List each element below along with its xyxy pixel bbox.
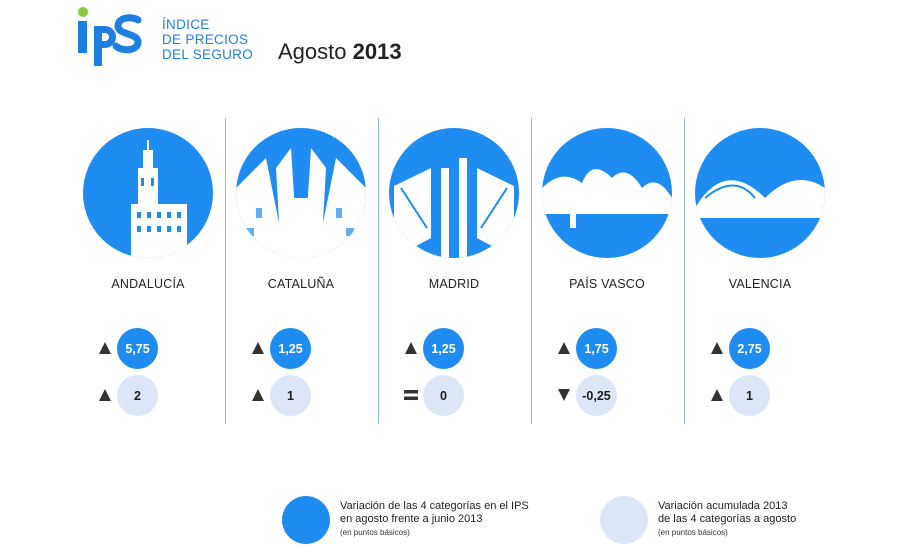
- accumulated-variation-badge: 2: [117, 375, 158, 416]
- triangle-up-icon: [558, 342, 570, 354]
- ips-variation-row: 1,75: [532, 328, 682, 369]
- triangle-up-icon: [99, 342, 111, 354]
- region-andalucia: ANDALUCÍA 5,75 2: [73, 128, 223, 428]
- legend-line-1: Variación de las 4 categorías en el IPS: [340, 500, 529, 512]
- legend-note: (en puntos básicos): [658, 528, 728, 537]
- accumulated-variation-badge: 0: [423, 375, 464, 416]
- ips-variation-row: 1,25: [379, 328, 529, 369]
- brand-name: ÍNDICE DE PRECIOS DEL SEGURO: [162, 17, 253, 62]
- region-name: MADRID: [428, 277, 480, 291]
- triangle-up-icon: [252, 389, 264, 401]
- accumulated-variation-badge: -0,25: [576, 375, 617, 416]
- ips-variation-row: 5,75: [73, 328, 223, 369]
- ips-variation-badge: 2,75: [729, 328, 770, 369]
- tower-image: [83, 128, 213, 258]
- legend-text: Variación acumulada 2013 de las 4 catego…: [658, 500, 898, 539]
- accumulated-variation-row: 0: [379, 375, 529, 416]
- equal-icon: [404, 390, 418, 400]
- legend-accumulated-variation: Variación acumulada 2013 de las 4 catego…: [600, 496, 890, 548]
- triangle-up-icon: [711, 389, 723, 401]
- accumulated-variation-badge: 1: [270, 375, 311, 416]
- period-year: 2013: [352, 39, 402, 64]
- brand-line-1: ÍNDICE: [162, 17, 210, 32]
- column-divider: [684, 118, 685, 424]
- ips-variation-badge: 1,25: [423, 328, 464, 369]
- triangle-up-icon: [99, 389, 111, 401]
- ips-variation-badge: 5,75: [117, 328, 158, 369]
- ips-variation-row: 1,25: [226, 328, 376, 369]
- accumulated-variation-row: 1: [685, 375, 835, 416]
- ips-logo: [78, 7, 142, 66]
- legend-line-1: Variación acumulada 2013: [658, 500, 788, 512]
- legend-ips-variation: Variación de las 4 categorías en el IPS …: [282, 496, 582, 548]
- accumulated-variation-row: -0,25: [532, 375, 682, 416]
- column-divider: [378, 118, 379, 424]
- region-name: CATALUÑA: [267, 277, 335, 291]
- region-madrid: MADRID 1,25 0: [379, 128, 529, 428]
- triangle-up-icon: [252, 342, 264, 354]
- triangle-down-icon: [558, 389, 570, 401]
- brand-line-3: DEL SEGURO: [162, 47, 254, 62]
- region-name: PAÍS VASCO: [569, 277, 645, 291]
- legend-dark-dot: [282, 496, 330, 544]
- cathedral-image: [236, 128, 366, 258]
- legend-light-dot: [600, 496, 648, 544]
- region-pais-vasco: PAÍS VASCO 1,75 -0,25: [532, 128, 682, 428]
- period-title: Agosto 2013: [278, 39, 402, 65]
- region-valencia: VALENCIA 2,75 1: [685, 128, 835, 428]
- ips-variation-badge: 1,75: [576, 328, 617, 369]
- triangle-up-icon: [711, 342, 723, 354]
- region-name: ANDALUCÍA: [111, 277, 185, 291]
- region-name: VALENCIA: [728, 277, 792, 291]
- column-divider: [225, 118, 226, 424]
- ips-variation-row: 2,75: [685, 328, 835, 369]
- accumulated-variation-row: 2: [73, 375, 223, 416]
- triangle-up-icon: [405, 342, 417, 354]
- region-cataluna: CATALUÑA 1,25 1: [226, 128, 376, 428]
- header: ÍNDICE DE PRECIOS DEL SEGURO Agosto 2013: [72, 4, 492, 74]
- legend-line-2: en agosto frente a junio 2013: [340, 513, 483, 525]
- legend-text: Variación de las 4 categorías en el IPS …: [340, 500, 580, 539]
- museum-image: [542, 128, 672, 258]
- accumulated-variation-row: 1: [226, 375, 376, 416]
- legend-line-2: de las 4 categorías a agosto: [658, 513, 797, 525]
- legend-note: (en puntos básicos): [340, 528, 410, 537]
- period-month: Agosto: [278, 39, 347, 64]
- column-divider: [531, 118, 532, 424]
- brand-line-2: DE PRECIOS: [162, 32, 249, 47]
- towers-image: [389, 128, 519, 258]
- arts-city-image: [695, 128, 825, 258]
- accumulated-variation-badge: 1: [729, 375, 770, 416]
- ips-variation-badge: 1,25: [270, 328, 311, 369]
